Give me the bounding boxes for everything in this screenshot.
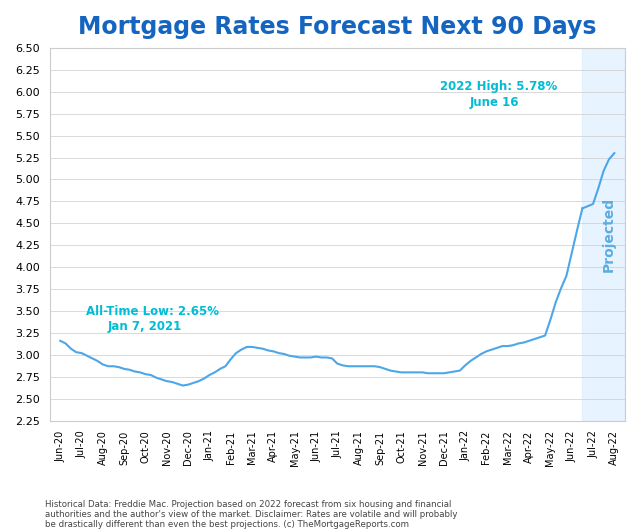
Text: Historical Data: Freddie Mac. Projection based on 2022 forecast from six housing: Historical Data: Freddie Mac. Projection… — [45, 500, 458, 529]
Text: 2022 High: 5.78%: 2022 High: 5.78% — [440, 80, 557, 93]
Text: All-Time Low: 2.65%: All-Time Low: 2.65% — [86, 305, 219, 318]
Bar — [582, 48, 625, 421]
Text: June 16: June 16 — [469, 96, 519, 109]
Text: Projected: Projected — [602, 197, 616, 272]
Text: Jan 7, 2021: Jan 7, 2021 — [107, 320, 181, 333]
Title: Mortgage Rates Forecast Next 90 Days: Mortgage Rates Forecast Next 90 Days — [78, 15, 596, 39]
